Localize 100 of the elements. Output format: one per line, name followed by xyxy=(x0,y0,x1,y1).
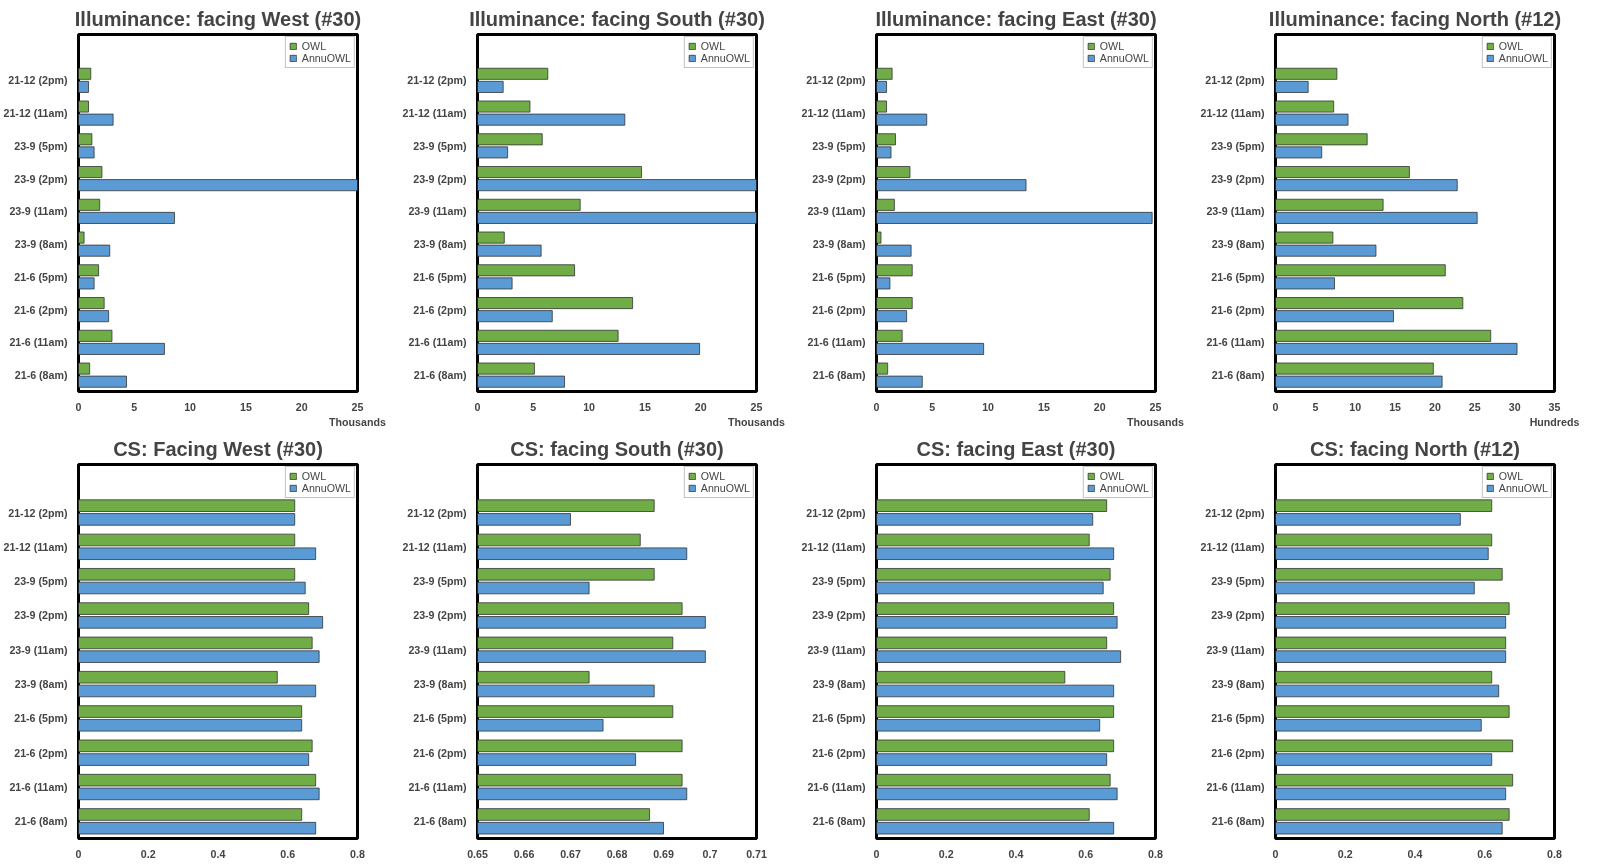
y-tick-label: 21-12 (11am) xyxy=(801,107,866,120)
legend-label: OWL xyxy=(1498,470,1524,482)
y-tick-label: 21-6 (2pm) xyxy=(1211,303,1265,316)
x-tick-label: 0.8 xyxy=(1547,847,1562,860)
x-tick-label: 0.8 xyxy=(350,847,365,860)
x-axis-title: Thousands xyxy=(329,415,386,428)
y-tick-label: 21-12 (2pm) xyxy=(1205,74,1265,87)
y-tick-label: 23-9 (8am) xyxy=(1211,238,1265,251)
x-tick-label: 10 xyxy=(184,400,197,413)
y-tick-label: 23-9 (11am) xyxy=(408,643,467,656)
y-tick-label: 23-9 (2pm) xyxy=(14,172,68,185)
y-tick-label: 21-6 (11am) xyxy=(9,781,68,794)
x-tick-label: 0.6 xyxy=(280,847,296,860)
y-tick-label: 21-6 (8am) xyxy=(812,815,866,828)
y-tick-label: 21-12 (2pm) xyxy=(806,74,866,87)
x-tick-label: 10 xyxy=(583,400,596,413)
x-tick-label: 0.2 xyxy=(1337,847,1353,860)
y-tick-label: 23-9 (8am) xyxy=(1211,678,1265,691)
y-tick-label: 21-12 (11am) xyxy=(801,540,866,553)
y-tick-label: 21-6 (5pm) xyxy=(14,270,68,283)
legend-label: AnnuOWL xyxy=(1498,482,1548,494)
y-tick-label: 23-9 (11am) xyxy=(807,643,866,656)
x-tick-label: 5 xyxy=(131,400,138,413)
y-tick-label: 23-9 (5pm) xyxy=(413,575,467,588)
y-tick-label: 21-6 (11am) xyxy=(408,336,467,349)
x-tick-label: 10 xyxy=(1349,400,1362,413)
x-tick-label: 10 xyxy=(982,400,995,413)
y-tick-label: 21-6 (11am) xyxy=(9,336,68,349)
x-tick-label: 0 xyxy=(75,400,82,413)
y-tick-label: 23-9 (8am) xyxy=(14,238,68,251)
y-tick-label: 21-6 (8am) xyxy=(1211,815,1265,828)
y-tick-label: 23-9 (2pm) xyxy=(1211,609,1265,622)
y-tick-label: 21-6 (8am) xyxy=(413,815,467,828)
y-tick-label: 21-6 (5pm) xyxy=(812,712,866,725)
y-tick-label: 23-9 (5pm) xyxy=(1211,575,1265,588)
y-tick-label: 23-9 (5pm) xyxy=(1211,139,1265,152)
chart-title: Illuminance: facing West (#30) xyxy=(74,7,362,30)
y-tick-label: 21-6 (8am) xyxy=(14,369,68,382)
y-tick-label: 21-6 (2pm) xyxy=(812,746,866,759)
y-tick-label: 21-12 (2pm) xyxy=(8,74,68,87)
x-tick-label: 0 xyxy=(1272,847,1279,860)
y-tick-label: 21-6 (11am) xyxy=(807,781,866,794)
x-tick-label: 5 xyxy=(929,400,936,413)
chart-title: CS: facing South (#30) xyxy=(510,437,724,460)
y-tick-label: 23-9 (11am) xyxy=(1206,205,1265,218)
x-tick-label: 0 xyxy=(75,847,82,860)
x-tick-label: 0.68 xyxy=(606,847,628,860)
y-tick-label: 23-9 (2pm) xyxy=(812,609,866,622)
chart-title: CS: Facing West (#30) xyxy=(113,437,323,460)
y-tick-label: 21-6 (5pm) xyxy=(14,712,68,725)
y-tick-label: 21-6 (2pm) xyxy=(812,303,866,316)
y-tick-label: 21-12 (2pm) xyxy=(806,506,866,519)
x-tick-label: 0.2 xyxy=(140,847,156,860)
y-tick-label: 21-6 (5pm) xyxy=(413,712,467,725)
y-tick-label: 21-12 (11am) xyxy=(402,540,467,553)
y-tick-label: 23-9 (2pm) xyxy=(413,609,467,622)
chart-title: Illuminance: facing South (#30) xyxy=(469,7,765,30)
x-tick-label: 0.6 xyxy=(1078,847,1094,860)
x-tick-label: 25 xyxy=(750,400,763,413)
x-tick-label: 5 xyxy=(530,400,537,413)
x-tick-label: 15 xyxy=(638,400,651,413)
y-tick-label: 21-6 (2pm) xyxy=(413,746,467,759)
x-tick-label: 15 xyxy=(1389,400,1402,413)
x-tick-label: 0 xyxy=(873,400,880,413)
x-tick-label: 0 xyxy=(474,400,481,413)
y-tick-label: 21-6 (5pm) xyxy=(812,270,866,283)
y-tick-label: 21-6 (5pm) xyxy=(413,270,467,283)
y-tick-label: 21-12 (11am) xyxy=(402,107,467,120)
x-tick-label: 5 xyxy=(1312,400,1319,413)
y-tick-label: 23-9 (8am) xyxy=(812,238,866,251)
y-tick-label: 21-12 (2pm) xyxy=(407,74,467,87)
x-tick-label: 0.65 xyxy=(467,847,488,860)
x-tick-label: 0 xyxy=(873,847,880,860)
legend-label: OWL xyxy=(700,470,726,482)
legend-label: AnnuOWL xyxy=(1498,52,1548,64)
x-tick-label: 25 xyxy=(1149,400,1162,413)
x-tick-label: 0.71 xyxy=(746,847,767,860)
chart-title: CS: facing North (#12) xyxy=(1309,437,1521,460)
legend-label: OWL xyxy=(301,40,327,52)
x-tick-label: 25 xyxy=(1468,400,1481,413)
legend-label: AnnuOWL xyxy=(1099,52,1149,64)
y-tick-label: 21-6 (5pm) xyxy=(1211,712,1265,725)
y-tick-label: 21-6 (2pm) xyxy=(413,303,467,316)
y-tick-label: 23-9 (2pm) xyxy=(812,172,866,185)
legend-label: OWL xyxy=(700,40,726,52)
y-tick-label: 23-9 (2pm) xyxy=(413,172,467,185)
x-tick-label: 15 xyxy=(1037,400,1050,413)
x-tick-label: 0.4 xyxy=(1008,847,1024,860)
y-tick-label: 23-9 (8am) xyxy=(413,678,467,691)
x-tick-label: 15 xyxy=(239,400,252,413)
y-tick-label: 23-9 (11am) xyxy=(408,205,467,218)
y-tick-label: 23-9 (5pm) xyxy=(14,575,68,588)
y-tick-label: 21-6 (8am) xyxy=(413,369,467,382)
y-tick-label: 21-12 (11am) xyxy=(1200,107,1265,120)
y-tick-label: 21-12 (2pm) xyxy=(8,506,68,519)
x-axis-title: Thousands xyxy=(728,415,785,428)
y-tick-label: 23-9 (2pm) xyxy=(14,609,68,622)
y-tick-label: 21-6 (2pm) xyxy=(1211,746,1265,759)
x-tick-label: 0.7 xyxy=(702,847,718,860)
x-tick-label: 25 xyxy=(351,400,364,413)
